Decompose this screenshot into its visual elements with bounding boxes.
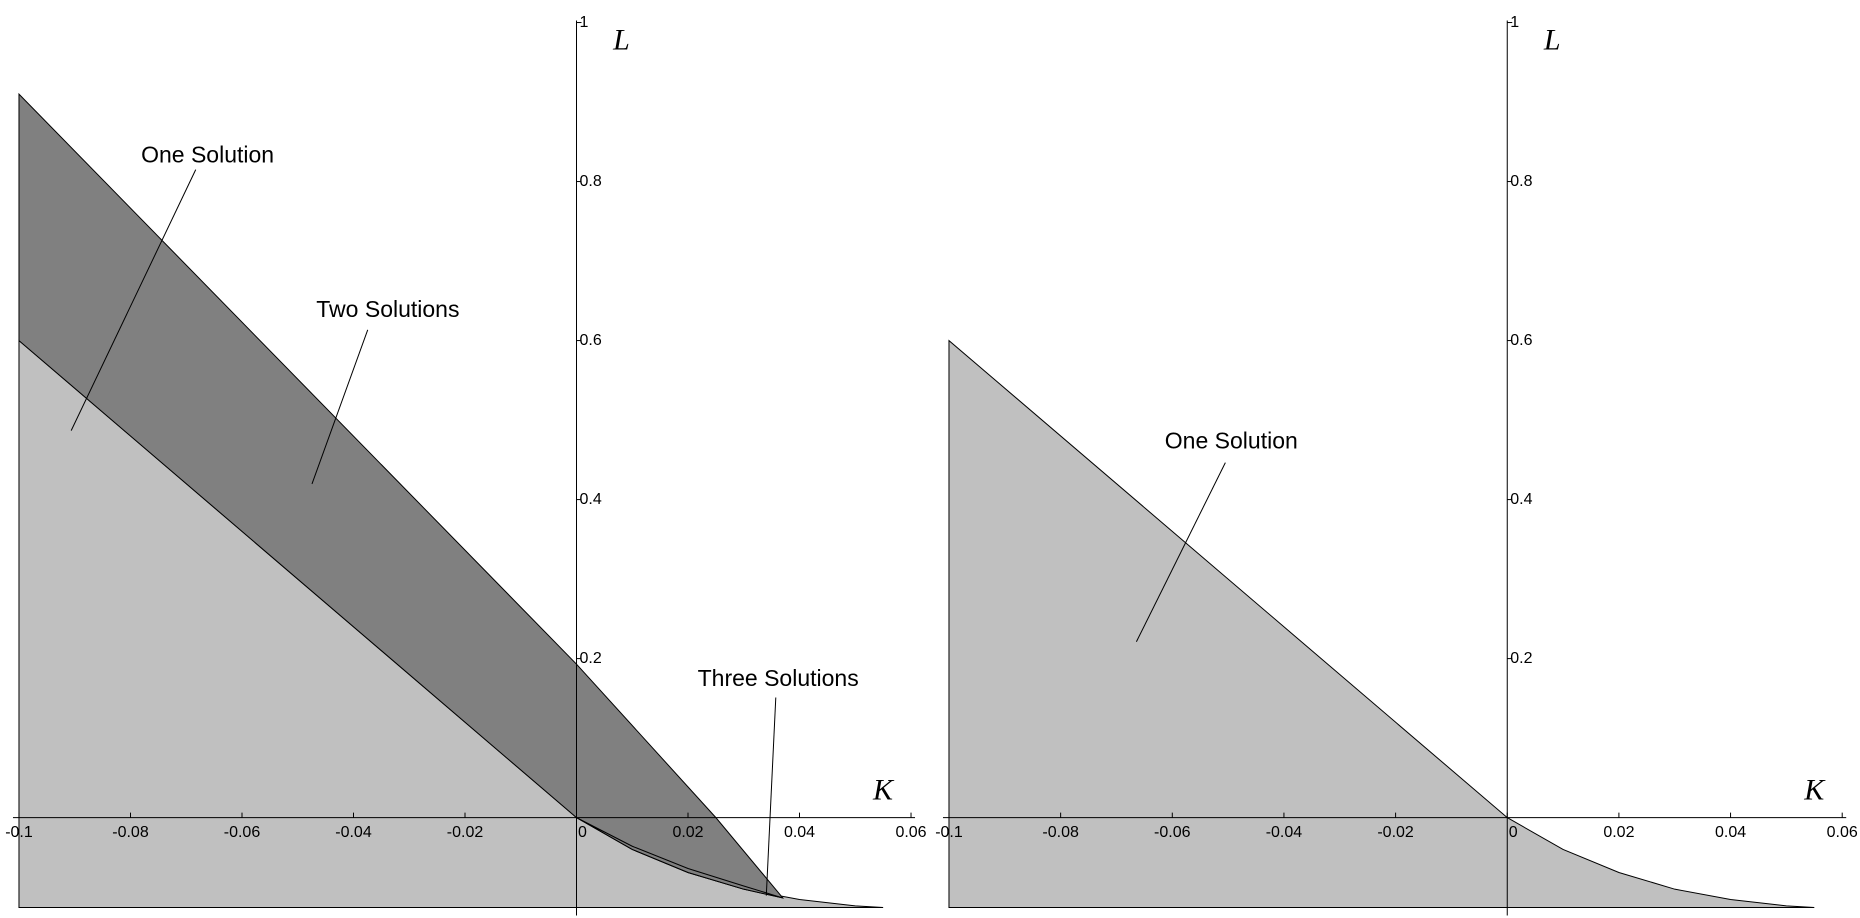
x-tick-label: 0.06 bbox=[1827, 824, 1858, 841]
leader-line bbox=[1135, 462, 1226, 642]
x-tick-label: -0.08 bbox=[1042, 824, 1079, 841]
x-tick-label: 0 bbox=[578, 824, 587, 841]
x-tick-label: 0.02 bbox=[1603, 824, 1634, 841]
x-tick-label: -0.04 bbox=[1266, 824, 1303, 841]
y-tick-label: 0.4 bbox=[580, 491, 602, 508]
y-tick-label: 0.2 bbox=[580, 650, 602, 667]
x-axis-label: K bbox=[1803, 774, 1826, 807]
region bbox=[948, 339, 1815, 908]
x-tick-label: -0.02 bbox=[1377, 824, 1414, 841]
y-tick-label: 0.2 bbox=[1510, 650, 1532, 667]
annotation: One Solution bbox=[1165, 428, 1298, 454]
y-tick-label: 0.8 bbox=[1510, 173, 1532, 190]
y-tick-label: 0.4 bbox=[1510, 491, 1532, 508]
x-axis-label: K bbox=[872, 774, 895, 807]
leader-line bbox=[70, 169, 197, 431]
x-tick-label: -0.04 bbox=[335, 824, 372, 841]
y-tick-label: 0.6 bbox=[580, 332, 602, 349]
leader-line bbox=[311, 329, 369, 485]
y-axis-label: L bbox=[612, 23, 630, 56]
region bbox=[576, 817, 783, 899]
y-tick-label: 0.6 bbox=[1510, 332, 1532, 349]
x-tick-label: 0.04 bbox=[1715, 824, 1746, 841]
x-tick-label: 0.04 bbox=[784, 824, 815, 841]
annotation: Three Solutions bbox=[698, 665, 859, 691]
annotation: Two Solutions bbox=[316, 296, 459, 322]
x-tick-label: -0.1 bbox=[935, 824, 963, 841]
x-tick-label: 0.02 bbox=[672, 824, 703, 841]
x-tick-label: -0.06 bbox=[224, 824, 261, 841]
y-tick-label: 0.8 bbox=[580, 173, 602, 190]
x-tick-label: 0.06 bbox=[895, 824, 926, 841]
leader-line bbox=[765, 697, 777, 896]
x-tick-label: -0.02 bbox=[447, 824, 484, 841]
x-tick-label: -0.08 bbox=[112, 824, 149, 841]
x-tick-label: 0 bbox=[1509, 824, 1518, 841]
y-axis-label: L bbox=[1543, 23, 1561, 56]
x-tick-label: -0.1 bbox=[5, 824, 33, 841]
annotation: One Solution bbox=[141, 142, 274, 168]
x-tick-label: -0.06 bbox=[1154, 824, 1191, 841]
y-tick-label: 1 bbox=[1510, 14, 1519, 31]
y-tick-label: 1 bbox=[580, 14, 589, 31]
